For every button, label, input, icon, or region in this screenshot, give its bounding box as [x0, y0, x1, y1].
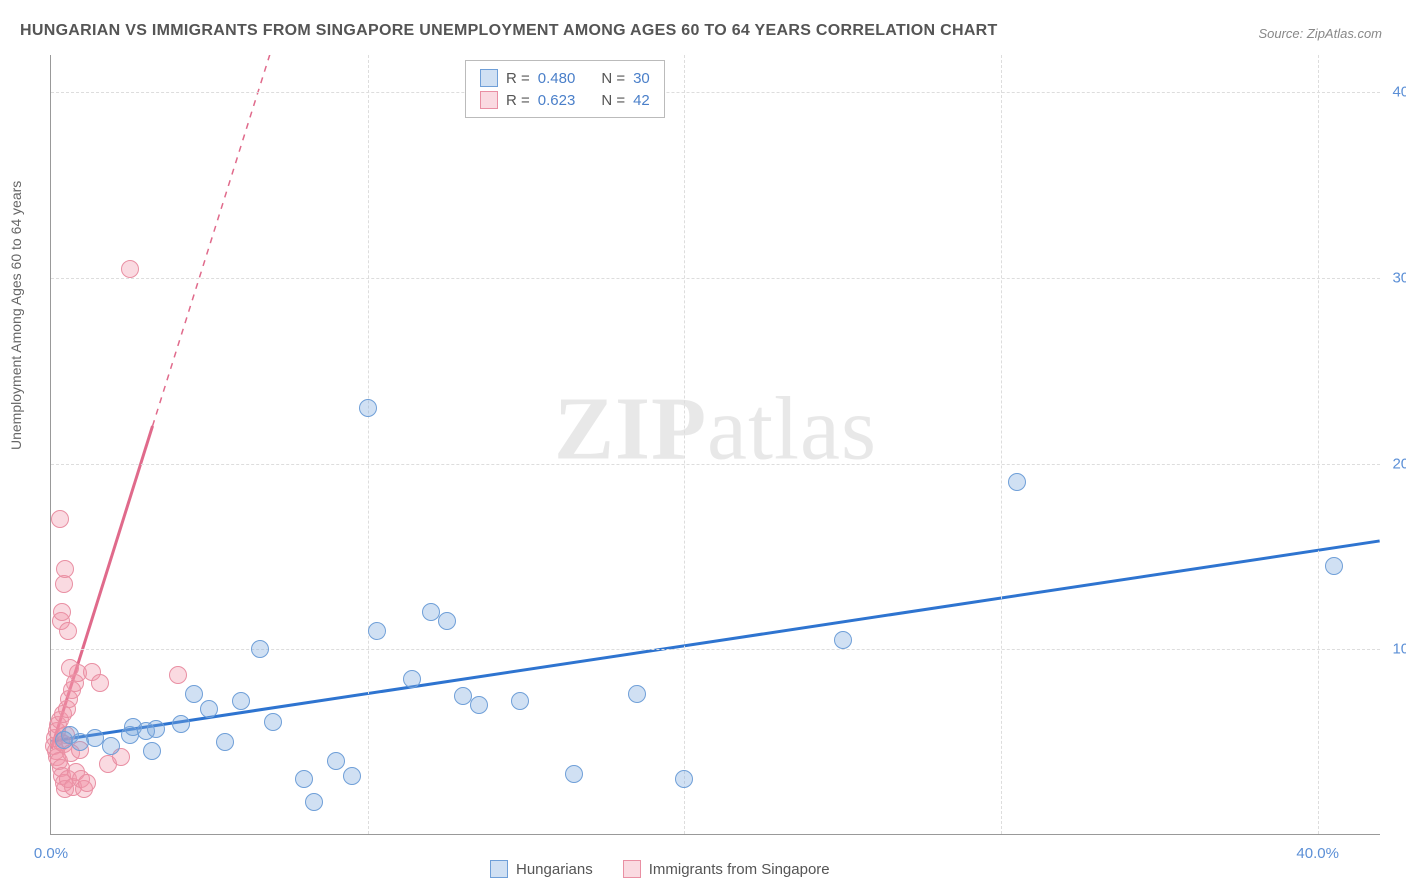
- data-point-singapore: [169, 666, 187, 684]
- regression-line-hungarians: [51, 541, 1379, 741]
- gridline-h: [51, 464, 1380, 465]
- data-point-singapore: [53, 603, 71, 621]
- data-point-hungarians: [185, 685, 203, 703]
- legend-swatch-blue: [480, 69, 498, 87]
- data-point-singapore: [51, 510, 69, 528]
- data-point-hungarians: [511, 692, 529, 710]
- data-point-hungarians: [295, 770, 313, 788]
- legend-n-value: 42: [633, 92, 650, 109]
- y-tick-label: 30.0%: [1392, 269, 1406, 286]
- data-point-singapore: [121, 260, 139, 278]
- y-tick-label: 40.0%: [1392, 84, 1406, 101]
- data-point-singapore: [91, 674, 109, 692]
- y-axis-label: Unemployment Among Ages 60 to 64 years: [8, 181, 24, 450]
- data-point-hungarians: [216, 733, 234, 751]
- data-point-singapore: [61, 659, 79, 677]
- data-point-hungarians: [200, 700, 218, 718]
- data-point-singapore: [78, 774, 96, 792]
- legend-row: R = 0.623 N = 42: [480, 89, 650, 111]
- legend-label: Immigrants from Singapore: [649, 861, 830, 878]
- gridline-v: [1318, 55, 1319, 834]
- data-point-singapore: [56, 560, 74, 578]
- chart-source: Source: ZipAtlas.com: [1258, 26, 1382, 41]
- legend-r-label: R =: [506, 70, 530, 87]
- gridline-v: [684, 55, 685, 834]
- data-point-hungarians: [438, 612, 456, 630]
- legend-row: R = 0.480 N = 30: [480, 67, 650, 89]
- legend-swatch-blue: [490, 860, 508, 878]
- legend-swatch-pink: [480, 91, 498, 109]
- plot-area: ZIPatlas 10.0%20.0%30.0%40.0%0.0%40.0%: [50, 55, 1380, 835]
- data-point-hungarians: [102, 737, 120, 755]
- data-point-hungarians: [675, 770, 693, 788]
- data-point-hungarians: [251, 640, 269, 658]
- legend-swatch-pink: [623, 860, 641, 878]
- chart-title: HUNGARIAN VS IMMIGRANTS FROM SINGAPORE U…: [20, 22, 998, 40]
- data-point-hungarians: [264, 713, 282, 731]
- legend-correlation: R = 0.480 N = 30 R = 0.623 N = 42: [465, 60, 665, 118]
- data-point-hungarians: [305, 793, 323, 811]
- data-point-hungarians: [359, 399, 377, 417]
- data-point-hungarians: [327, 752, 345, 770]
- regression-lines: [51, 55, 1380, 834]
- gridline-v: [368, 55, 369, 834]
- data-point-hungarians: [368, 622, 386, 640]
- legend-item-singapore: Immigrants from Singapore: [623, 860, 830, 878]
- legend-label: Hungarians: [516, 861, 593, 878]
- data-point-hungarians: [565, 765, 583, 783]
- data-point-singapore: [59, 622, 77, 640]
- y-tick-label: 10.0%: [1392, 641, 1406, 658]
- data-point-hungarians: [628, 685, 646, 703]
- y-tick-label: 20.0%: [1392, 455, 1406, 472]
- legend-r-label: R =: [506, 92, 530, 109]
- data-point-hungarians: [834, 631, 852, 649]
- data-point-hungarians: [343, 767, 361, 785]
- data-point-hungarians: [147, 720, 165, 738]
- data-point-hungarians: [470, 696, 488, 714]
- legend-n-label: N =: [601, 92, 625, 109]
- legend-item-hungarians: Hungarians: [490, 860, 593, 878]
- x-tick-label: 40.0%: [1296, 845, 1339, 862]
- legend-n-label: N =: [601, 70, 625, 87]
- legend-n-value: 30: [633, 70, 650, 87]
- data-point-hungarians: [172, 715, 190, 733]
- gridline-h: [51, 92, 1380, 93]
- data-point-hungarians: [403, 670, 421, 688]
- regression-line-dashed-singapore: [153, 55, 311, 426]
- x-tick-label: 0.0%: [34, 845, 68, 862]
- watermark: ZIPatlas: [554, 377, 877, 480]
- data-point-hungarians: [1008, 473, 1026, 491]
- data-point-hungarians: [143, 742, 161, 760]
- data-point-hungarians: [1325, 557, 1343, 575]
- data-point-hungarians: [232, 692, 250, 710]
- legend-r-value: 0.623: [538, 92, 576, 109]
- gridline-h: [51, 278, 1380, 279]
- legend-r-value: 0.480: [538, 70, 576, 87]
- legend-series: Hungarians Immigrants from Singapore: [490, 860, 830, 878]
- gridline-v: [1001, 55, 1002, 834]
